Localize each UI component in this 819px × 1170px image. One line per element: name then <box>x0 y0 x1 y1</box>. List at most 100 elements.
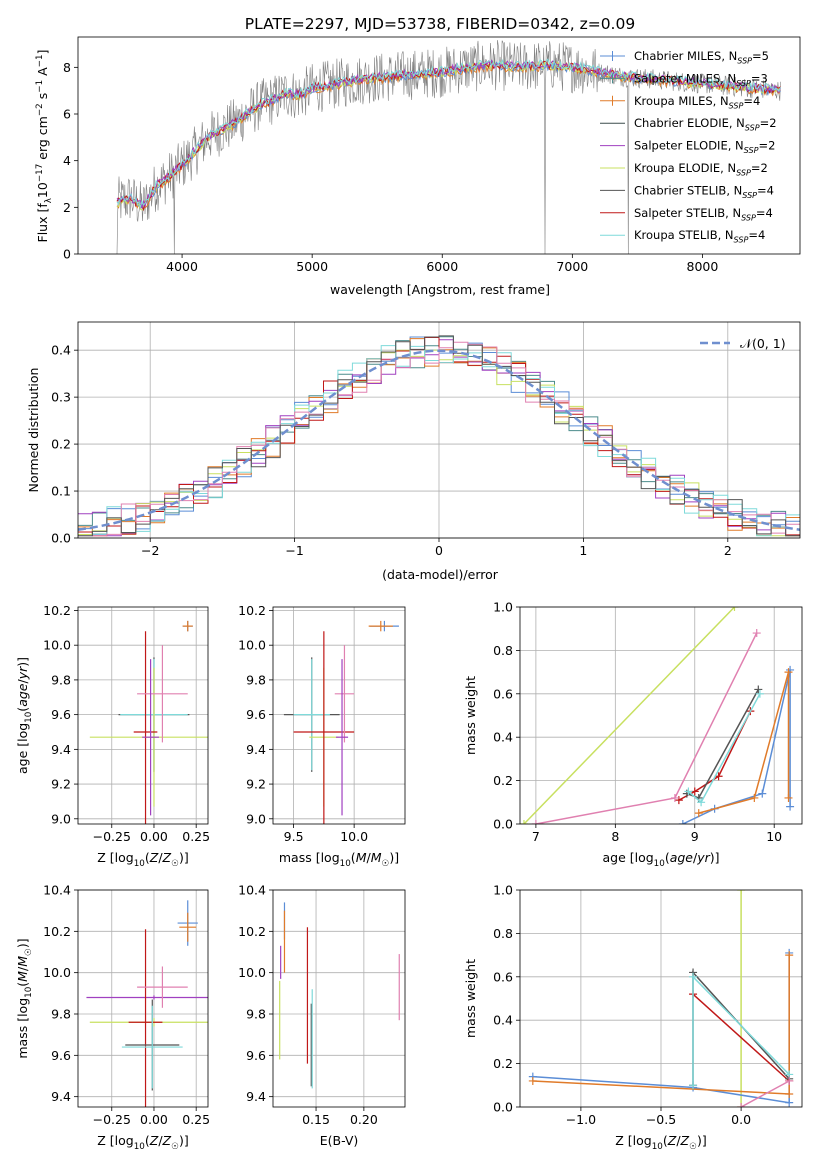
x-axis-label: wavelength [Angstrom, rest frame] <box>330 282 550 297</box>
y-axis-label: Flux [fλ​10−17​ erg cm−2​ s−1​ A−1​] <box>35 50 54 243</box>
x-tick-label: 8000 <box>687 259 719 274</box>
y-tick-label: 9.6 <box>246 707 266 722</box>
y-tick-label: 0.2 <box>51 437 71 452</box>
weight-marker <box>755 689 764 698</box>
x-axis-label: age [log10​(age/yr)] <box>602 850 719 869</box>
plot-area <box>528 890 794 1107</box>
y-tick-label: 0.4 <box>493 1013 513 1028</box>
x-tick-label: 10.0 <box>340 829 368 844</box>
x-tick-label: 0.25 <box>182 829 210 844</box>
y-tick-label: 9.0 <box>51 811 71 826</box>
y-tick-label: 10.0 <box>43 965 71 980</box>
weight-marker <box>684 787 693 796</box>
plot-area <box>279 902 400 1089</box>
x-tick-label: −0.5 <box>646 1112 676 1127</box>
plot-area <box>283 620 399 824</box>
weight-line-kroupa_miles <box>698 671 790 814</box>
y-tick-label: 9.4 <box>51 1089 71 1104</box>
panel-residuals: −2 −1 0 1 2 0.0 0.1 0.2 0.3 0.4 (data-model)/error… <box>26 321 801 582</box>
figure-title: PLATE=2297, MJD=53738, FIBERID=0342, z=0… <box>245 15 635 33</box>
weight-marker <box>750 793 759 802</box>
y-tick-label: 9.4 <box>246 1089 266 1104</box>
y-tick-label: 10.4 <box>43 883 71 898</box>
y-axis-label: mass weight <box>463 959 478 1038</box>
legend-label: Kroupa STELIB, NSSP​=4 <box>634 228 765 244</box>
y-tick-label: 0.0 <box>51 531 71 546</box>
x-tick-label: 4000 <box>166 259 198 274</box>
y-axis-label: mass weight <box>463 676 478 755</box>
x-tick-label: 9.5 <box>284 829 304 844</box>
weight-marker <box>528 1076 537 1085</box>
weight-marker <box>689 1081 698 1090</box>
y-tick-label: 9.8 <box>246 1007 266 1022</box>
weight-line-extra_pink <box>535 632 758 824</box>
legend: Chabrier MILES, NSSP​=5 Salpeter MILES, N… <box>600 49 777 245</box>
legend-label: Kroupa ELODIE, NSSP​=2 <box>634 161 768 177</box>
weight-line-salpeter_stelib <box>692 993 790 1082</box>
plot-area <box>86 900 208 1107</box>
weight-marker <box>754 685 763 694</box>
panel-mass_vs_age: 9.5 10.0 9.0 9.2 9.4 9.6 9.8 10.0 10.2 mass [log1… <box>238 603 406 869</box>
y-tick-label: 9.4 <box>246 742 266 757</box>
y-tick-label: 0.3 <box>51 390 71 405</box>
normal-curve <box>78 349 800 532</box>
x-tick-label: 2 <box>724 543 732 558</box>
x-tick-label: 0.15 <box>302 1112 330 1127</box>
weight-marker <box>689 972 698 981</box>
legend-label: 𝒩(0, 1) <box>740 336 786 351</box>
y-tick-label: 10.4 <box>238 883 266 898</box>
legend-label: Salpeter ELODIE, NSSP​=2 <box>634 139 775 155</box>
x-tick-label: 0.00 <box>140 829 168 844</box>
y-axis-label: mass [log10​(M/M☉​)] <box>15 938 34 1058</box>
x-tick-label: 0.0 <box>731 1112 751 1127</box>
residual-hist-extra_pink <box>78 341 800 537</box>
axes-frame <box>77 606 209 825</box>
weight-marker <box>730 607 739 611</box>
legend-label: Kroupa MILES, NSSP​=4 <box>634 94 760 110</box>
y-tick-label: 0.6 <box>493 686 513 701</box>
weight-marker <box>785 1098 794 1107</box>
plot-area <box>520 607 795 824</box>
y-tick-label: 0.0 <box>493 817 513 832</box>
legend-label: Salpeter STELIB, NSSP​=4 <box>634 206 773 222</box>
x-tick-label: 0.25 <box>182 1112 210 1127</box>
observed-spectrum <box>116 40 781 254</box>
x-tick-label: 0.20 <box>350 1112 378 1127</box>
panel-z_vs_age: −0.25 0.00 0.25 9.0 9.2 9.4 9.6 9.8 10.0 10.2 Z [l… <box>15 603 210 869</box>
legend-label: Salpeter MILES, NSSP​=3 <box>634 71 768 87</box>
y-tick-label: 4 <box>63 153 71 168</box>
y-tick-label: 10.2 <box>43 924 71 939</box>
y-tick-label: 9.8 <box>51 1007 71 1022</box>
weight-marker <box>758 789 767 798</box>
plot-area <box>116 40 781 254</box>
weight-marker <box>694 809 703 818</box>
y-tick-label: 0.8 <box>493 926 513 941</box>
y-tick-label: 0.2 <box>493 773 513 788</box>
x-axis-label: Z [log10​(Z/Z☉​)] <box>615 1133 707 1152</box>
axes-frame <box>77 889 209 1108</box>
legend-label: Chabrier ELODIE, NSSP​=2 <box>634 116 777 132</box>
x-axis-label: mass [log10​(M/M☉​)] <box>279 850 399 869</box>
y-tick-label: 0.8 <box>493 643 513 658</box>
y-tick-label: 0.0 <box>493 1100 513 1115</box>
weight-marker <box>678 820 687 824</box>
y-tick-label: 9.8 <box>246 672 266 687</box>
x-tick-label: −1.0 <box>566 1112 596 1127</box>
y-axis-label: age [log10​(age/yr)] <box>15 657 34 774</box>
axes-frame <box>272 889 406 1108</box>
y-tick-label: 8 <box>63 60 71 75</box>
y-tick-label: 9.4 <box>51 742 71 757</box>
y-tick-label: 10.2 <box>238 603 266 618</box>
y-tick-label: 1.0 <box>493 883 513 898</box>
weight-marker <box>784 793 793 802</box>
weight-marker <box>520 820 528 824</box>
x-tick-label: 6000 <box>426 259 458 274</box>
weight-marker <box>786 802 795 811</box>
weight-marker <box>670 793 679 802</box>
legend-label: Chabrier MILES, NSSP​=5 <box>634 49 769 65</box>
legend-label: Chabrier STELIB, NSSP​=4 <box>634 183 774 199</box>
y-tick-label: 9.6 <box>51 1048 71 1063</box>
model-spectrum-kroupa_stelib <box>116 58 781 209</box>
axes-frame <box>272 606 406 825</box>
